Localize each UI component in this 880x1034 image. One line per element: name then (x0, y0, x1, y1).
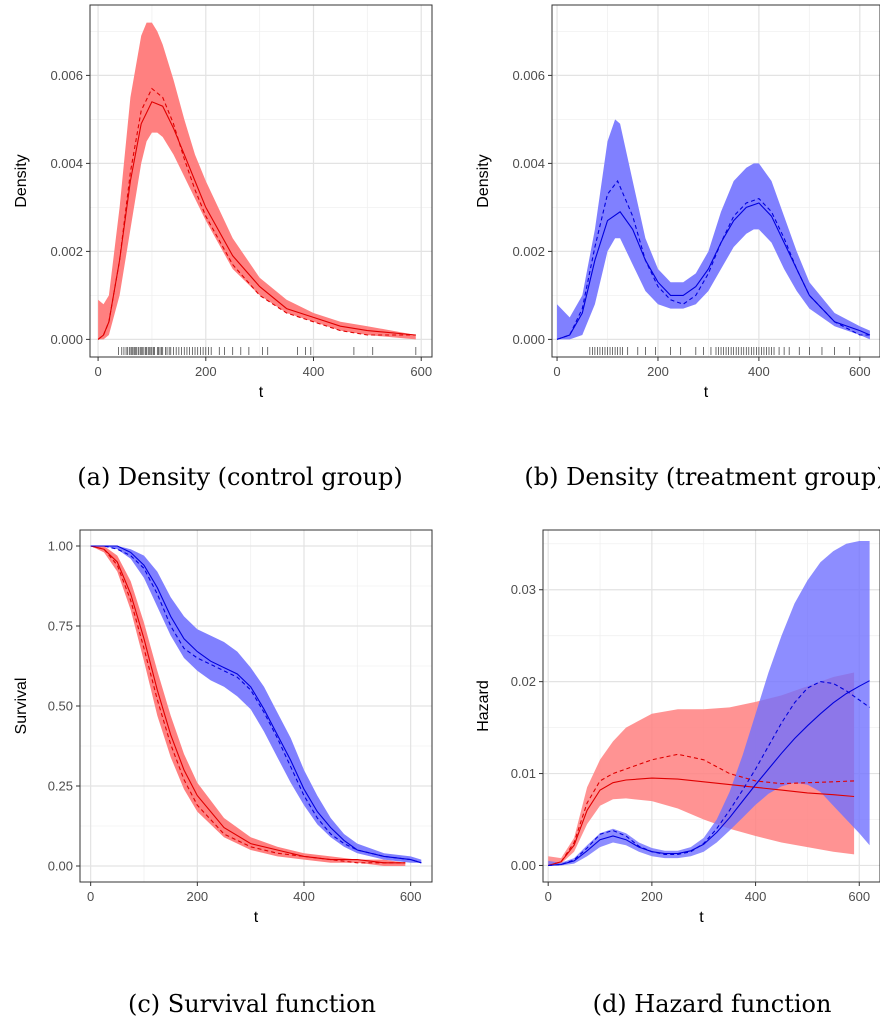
x-tick-label: 0 (553, 364, 560, 379)
x-axis-title: t (259, 384, 264, 401)
x-tick-label: 400 (293, 889, 315, 904)
y-tick-label: 0.000 (512, 332, 545, 347)
plot-content (90, 545, 422, 866)
x-tick-label: 0 (94, 364, 101, 379)
y-tick-label: 0.004 (512, 156, 545, 171)
x-tick-label: 600 (849, 364, 871, 379)
x-axis-title: t (254, 909, 259, 926)
confidence-band (557, 119, 870, 340)
y-axis-title: Density (475, 154, 492, 207)
y-tick-label: 0.01 (511, 766, 536, 781)
y-tick-label: 0.50 (48, 699, 73, 714)
x-tick-label: 200 (647, 364, 669, 379)
y-axis-title: Hazard (475, 680, 492, 732)
plot-content (97, 22, 417, 355)
x-tick-label: 200 (195, 364, 217, 379)
panel-0: 0 200 400 600 0.000 0.002 0.004 0.006 t Density (a… (13, 4, 433, 491)
plot-frame (551, 4, 880, 358)
x-tick-label: 600 (400, 889, 422, 904)
panel-2: 0 200 400 600 0.00 0.25 0.50 0.75 1.00 t Survival (… (13, 529, 433, 1018)
x-axis-title: t (699, 909, 704, 926)
series-line-solid (90, 545, 422, 864)
y-tick-label: 0.75 (48, 619, 73, 634)
series-line-solid (548, 680, 870, 867)
confidence-band (90, 546, 406, 866)
series-line-solid (97, 101, 416, 340)
x-tick-label: 0 (545, 889, 552, 904)
plot-background (552, 5, 880, 357)
y-tick-label: 0.000 (50, 332, 83, 347)
panel-caption: (a) Density (control group) (77, 463, 402, 491)
x-tick-label: 400 (745, 889, 767, 904)
series-line-solid (90, 545, 406, 864)
panel-caption: (c) Survival function (128, 990, 376, 1018)
y-tick-label: 0.00 (48, 859, 73, 874)
x-tick-label: 0 (87, 889, 94, 904)
plot-content (556, 119, 871, 355)
y-tick-label: 0.006 (50, 68, 83, 83)
series-line-dashed (90, 545, 406, 864)
confidence-band (98, 22, 416, 340)
confidence-band (90, 546, 422, 863)
plot-frame (542, 529, 880, 883)
y-tick-label: 0.02 (511, 674, 536, 689)
series-line-dashed (556, 179, 870, 340)
series-line-dashed (548, 753, 855, 867)
x-tick-label: 400 (748, 364, 770, 379)
panel-caption: (b) Density (treatment group) (524, 463, 880, 491)
y-tick-label: 0.25 (48, 779, 73, 794)
grid (90, 5, 432, 357)
y-tick-label: 0.03 (511, 582, 536, 597)
plot-content (548, 541, 870, 867)
y-tick-label: 0.002 (512, 244, 545, 259)
series-line-dashed (90, 545, 422, 864)
y-axis-title: Survival (13, 678, 30, 735)
y-tick-label: 0.00 (511, 858, 536, 873)
y-axis-title: Density (13, 154, 30, 207)
x-axis-title: t (704, 384, 709, 401)
panel-caption: (d) Hazard function (593, 990, 832, 1018)
y-tick-label: 0.006 (512, 68, 545, 83)
y-tick-label: 0.004 (50, 156, 83, 171)
plot-frame (89, 4, 433, 358)
series-line-solid (548, 777, 855, 867)
x-tick-label: 200 (186, 889, 208, 904)
confidence-band (548, 541, 870, 866)
series-line-dashed (548, 681, 870, 867)
rug (118, 347, 417, 355)
panel-1: 0 200 400 600 0.000 0.002 0.004 0.006 t Density (b… (475, 4, 880, 491)
y-tick-label: 0.002 (50, 244, 83, 259)
panel-3: 0 200 400 600 0.00 0.01 0.02 0.03 t Hazard (d) Haz… (475, 529, 880, 1018)
rug (589, 347, 851, 355)
x-tick-label: 200 (641, 889, 663, 904)
series-line-dashed (97, 87, 416, 340)
x-tick-label: 400 (303, 364, 325, 379)
y-tick-label: 1.00 (48, 539, 73, 554)
x-tick-label: 600 (410, 364, 432, 379)
x-tick-label: 600 (848, 889, 870, 904)
